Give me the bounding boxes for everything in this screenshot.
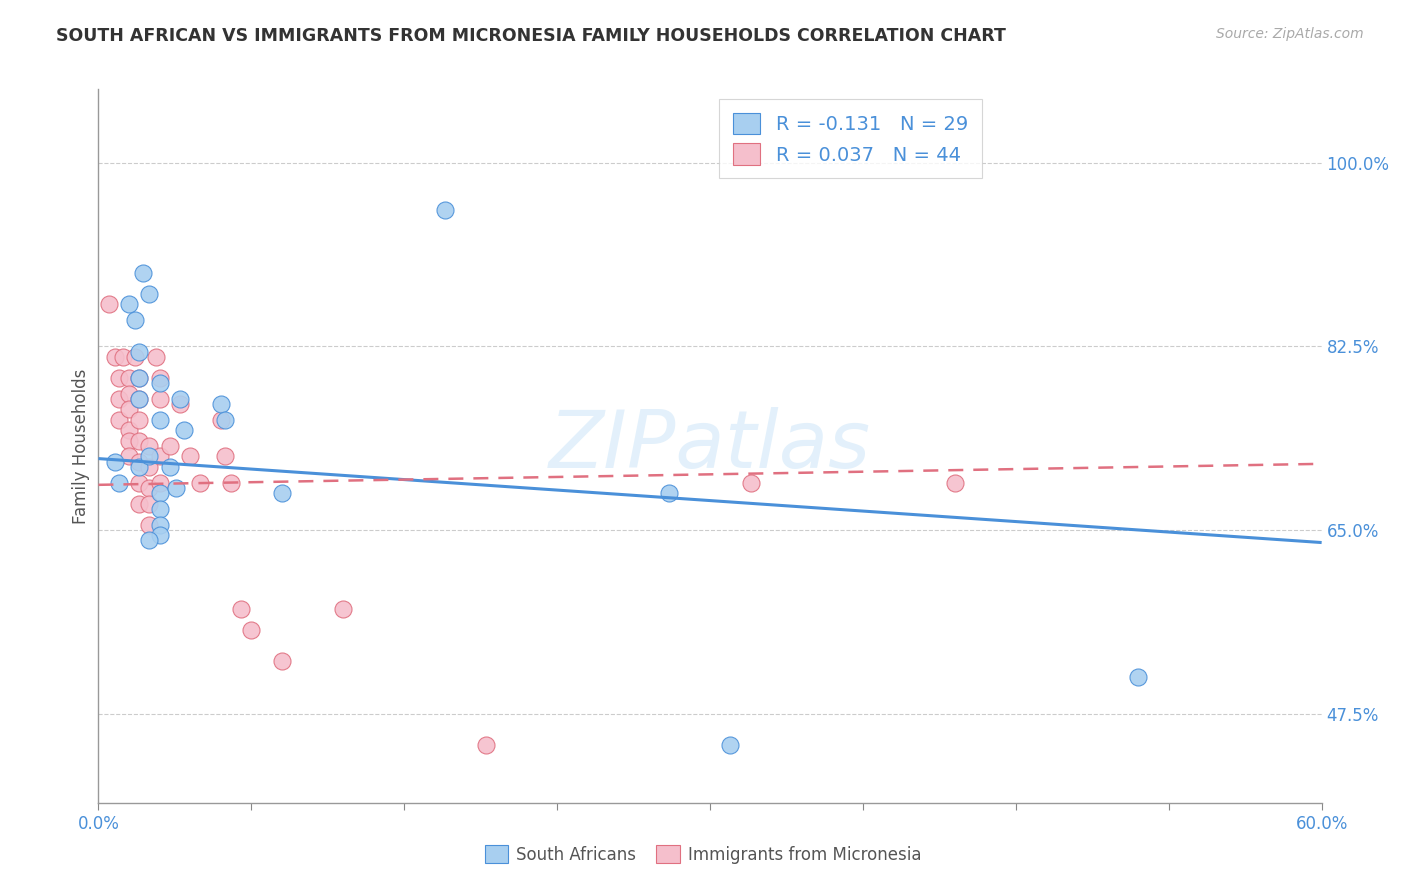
Point [104,350,127,364]
Y-axis label: Family Households: Family Households [72,368,90,524]
Point [240,623,263,637]
Point [128,460,150,475]
Point [138,533,160,548]
Point [149,392,172,406]
Point [179,450,201,464]
Point [149,413,172,427]
Point [128,475,150,490]
Point [474,738,498,752]
Point [209,397,232,411]
Point [173,423,195,437]
Point [149,450,172,464]
Point [188,475,212,490]
Point [165,481,187,495]
Point [138,439,160,453]
Point [118,450,141,464]
Point [434,202,457,217]
Text: 0.0%: 0.0% [77,815,120,833]
Point [332,601,354,615]
Point [149,517,172,532]
Point [149,528,172,542]
Point [128,392,150,406]
Point [149,376,172,390]
Point [128,392,150,406]
Point [128,497,150,511]
Point [138,286,160,301]
Point [118,402,141,417]
Point [128,455,150,469]
Point [128,344,150,359]
Point [214,413,236,427]
Point [149,475,172,490]
Point [118,297,141,311]
Point [128,371,150,385]
Text: SOUTH AFRICAN VS IMMIGRANTS FROM MICRONESIA FAMILY HOUSEHOLDS CORRELATION CHART: SOUTH AFRICAN VS IMMIGRANTS FROM MICRONE… [56,27,1007,45]
Point [1128,670,1150,684]
Point [108,413,131,427]
Point [128,371,150,385]
Point [118,386,141,401]
Point [943,475,966,490]
Point [740,475,762,490]
Point [718,738,742,752]
Point [108,392,131,406]
Legend: R = -0.131   N = 29, R = 0.037   N = 44: R = -0.131 N = 29, R = 0.037 N = 44 [720,99,981,178]
Point [118,434,141,448]
Point [118,423,141,437]
Legend: South Africans, Immigrants from Micronesia: South Africans, Immigrants from Micrones… [478,838,928,871]
Point [658,486,681,500]
Point [97,297,120,311]
Point [138,450,160,464]
Point [159,460,181,475]
Text: 60.0%: 60.0% [1295,815,1348,833]
Point [138,497,160,511]
Point [138,481,160,495]
Point [124,350,146,364]
Point [128,413,150,427]
Point [132,266,155,280]
Point [149,371,172,385]
Text: ZIPatlas: ZIPatlas [548,407,872,485]
Point [214,450,236,464]
Point [169,392,191,406]
Point [270,654,294,668]
Point [145,350,167,364]
Point [124,313,146,327]
Point [108,371,131,385]
Point [219,475,242,490]
Point [138,460,160,475]
Point [111,350,134,364]
Point [118,371,141,385]
Point [108,475,131,490]
Point [270,486,294,500]
Text: Source: ZipAtlas.com: Source: ZipAtlas.com [1216,27,1364,41]
Point [209,413,232,427]
Point [149,486,172,500]
Point [159,439,181,453]
Point [104,455,127,469]
Point [128,434,150,448]
Point [231,601,253,615]
Point [169,397,191,411]
Point [149,502,172,516]
Point [138,517,160,532]
